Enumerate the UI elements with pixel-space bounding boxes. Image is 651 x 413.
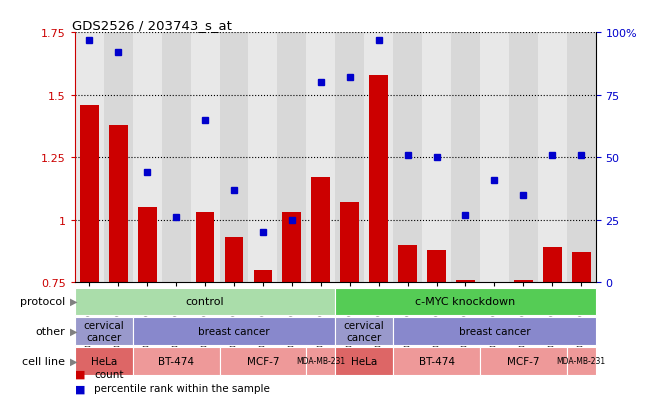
Bar xyxy=(75,288,335,315)
Bar xyxy=(133,318,335,345)
Bar xyxy=(311,178,330,282)
Bar xyxy=(398,245,417,282)
Bar xyxy=(225,237,243,282)
Bar xyxy=(572,253,590,282)
Bar xyxy=(196,213,214,282)
Bar xyxy=(75,33,104,282)
Text: percentile rank within the sample: percentile rank within the sample xyxy=(94,383,270,393)
Text: HeLa: HeLa xyxy=(90,356,117,366)
Bar xyxy=(75,347,133,375)
Text: ▶: ▶ xyxy=(70,326,77,336)
Bar xyxy=(393,33,422,282)
Text: cervical
cancer: cervical cancer xyxy=(344,320,385,342)
Bar xyxy=(138,208,157,282)
Bar xyxy=(538,33,567,282)
Bar xyxy=(567,347,596,375)
Bar xyxy=(335,288,596,315)
Text: MDA-MB-231: MDA-MB-231 xyxy=(296,356,346,366)
Bar xyxy=(543,247,562,282)
Bar xyxy=(307,347,335,375)
Text: cell line: cell line xyxy=(22,356,65,366)
Bar xyxy=(249,33,277,282)
Text: ■: ■ xyxy=(75,383,85,393)
Text: BT-474: BT-474 xyxy=(158,356,194,366)
Bar xyxy=(340,203,359,282)
Text: protocol: protocol xyxy=(20,297,65,306)
Bar xyxy=(133,33,161,282)
Bar xyxy=(80,105,99,282)
Bar xyxy=(219,33,249,282)
Bar xyxy=(514,280,533,282)
Bar xyxy=(133,347,219,375)
Bar xyxy=(451,33,480,282)
Bar xyxy=(456,280,475,282)
Bar xyxy=(75,318,133,345)
Text: other: other xyxy=(35,326,65,336)
Bar xyxy=(422,33,451,282)
Text: ■: ■ xyxy=(75,369,85,379)
Text: cervical
cancer: cervical cancer xyxy=(83,320,124,342)
Text: HeLa: HeLa xyxy=(351,356,378,366)
Bar xyxy=(253,270,272,282)
Bar xyxy=(427,250,446,282)
Bar xyxy=(277,33,307,282)
Bar xyxy=(191,33,219,282)
Bar xyxy=(335,33,364,282)
Bar xyxy=(335,347,393,375)
Bar xyxy=(567,33,596,282)
Text: MCF-7: MCF-7 xyxy=(507,356,540,366)
Bar xyxy=(109,125,128,282)
Bar xyxy=(480,33,509,282)
Text: GDS2526 / 203743_s_at: GDS2526 / 203743_s_at xyxy=(72,19,232,32)
Text: BT-474: BT-474 xyxy=(419,356,454,366)
Text: c-MYC knockdown: c-MYC knockdown xyxy=(415,297,516,306)
Bar xyxy=(369,76,388,282)
Bar xyxy=(393,347,480,375)
Text: MCF-7: MCF-7 xyxy=(247,356,279,366)
Text: count: count xyxy=(94,369,124,379)
Bar xyxy=(509,33,538,282)
Bar xyxy=(480,347,567,375)
Bar xyxy=(335,318,393,345)
Bar xyxy=(485,282,504,285)
Bar xyxy=(104,33,133,282)
Text: MDA-MB-231: MDA-MB-231 xyxy=(557,356,606,366)
Text: ▶: ▶ xyxy=(70,297,77,306)
Text: control: control xyxy=(186,297,225,306)
Text: breast cancer: breast cancer xyxy=(458,326,530,336)
Bar xyxy=(364,33,393,282)
Bar xyxy=(167,282,186,285)
Text: breast cancer: breast cancer xyxy=(198,326,270,336)
Bar xyxy=(283,213,301,282)
Bar xyxy=(393,318,596,345)
Text: ▶: ▶ xyxy=(70,356,77,366)
Bar xyxy=(161,33,191,282)
Bar xyxy=(307,33,335,282)
Bar xyxy=(219,347,307,375)
